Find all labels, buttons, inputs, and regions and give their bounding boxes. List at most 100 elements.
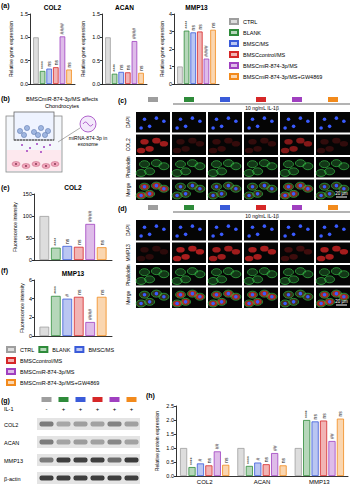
svg-text:####: #### <box>87 211 93 222</box>
svg-text:ns: ns <box>64 238 70 244</box>
svg-text:****: **** <box>304 410 310 418</box>
svg-text:##: ## <box>329 433 335 439</box>
svg-text:Relative protein expression: Relative protein expression <box>154 411 160 472</box>
svg-text:+: + <box>62 406 66 412</box>
svg-text:COL2: COL2 <box>4 422 18 428</box>
svg-text:BMSCmiR-874-3p/MS affects: BMSCmiR-874-3p/MS affects <box>26 96 98 102</box>
svg-text:DAPI: DAPI <box>125 116 131 128</box>
svg-text:+: + <box>113 406 117 412</box>
svg-text:0.0: 0.0 <box>20 81 28 87</box>
svg-text:MMP13: MMP13 <box>185 4 208 11</box>
svg-text:2.0: 2.0 <box>166 417 174 423</box>
svg-text:ns: ns <box>223 457 229 463</box>
svg-text:ns: ns <box>337 411 343 417</box>
svg-text:COL2: COL2 <box>44 4 62 11</box>
svg-text:Relative gene expression: Relative gene expression <box>80 21 86 77</box>
svg-text:+: + <box>96 406 100 412</box>
svg-text:10 ng/mL IL-1β: 10 ng/mL IL-1β <box>245 213 279 219</box>
svg-text:BLANK: BLANK <box>243 30 261 36</box>
svg-text:ns: ns <box>263 456 269 462</box>
svg-text:ns: ns <box>138 65 144 71</box>
svg-text:ACAN: ACAN <box>115 4 134 11</box>
svg-text:(f): (f) <box>1 267 8 275</box>
svg-text:Fluorescence intensity: Fluorescence intensity <box>12 202 18 252</box>
svg-text:(g): (g) <box>1 397 10 405</box>
svg-text:ns: ns <box>321 413 327 419</box>
svg-text:Fluorescence intensity: Fluorescence intensity <box>19 283 25 333</box>
svg-text:ns: ns <box>206 458 212 464</box>
svg-text:BMSCcontrol/MS: BMSCcontrol/MS <box>243 52 286 58</box>
svg-text:10 ng/mL IL-1β: 10 ng/mL IL-1β <box>245 105 279 111</box>
svg-text:BMSCcontrol/MS: BMSCcontrol/MS <box>20 358 63 364</box>
svg-text:ns: ns <box>76 239 82 245</box>
svg-text:##: ## <box>272 445 278 451</box>
svg-text:****: **** <box>53 286 59 294</box>
svg-text:ns: ns <box>197 24 203 30</box>
svg-text:(e): (e) <box>1 184 10 192</box>
svg-text:####: #### <box>87 309 93 320</box>
svg-text:Merge: Merge <box>125 290 131 304</box>
svg-text:β-actin: β-actin <box>4 476 21 482</box>
svg-text:2: 2 <box>169 46 172 52</box>
svg-text:1.0: 1.0 <box>92 34 100 40</box>
svg-text:ns: ns <box>66 62 72 68</box>
svg-text:+: + <box>79 406 83 412</box>
svg-text:COL2: COL2 <box>64 184 82 191</box>
svg-text:#: # <box>197 458 203 461</box>
svg-text:1.5: 1.5 <box>20 11 28 17</box>
svg-text:0: 0 <box>29 333 32 339</box>
svg-text:1: 1 <box>169 64 172 70</box>
svg-text:#: # <box>255 458 261 461</box>
svg-text:0.5: 0.5 <box>20 58 28 64</box>
svg-text:(c): (c) <box>118 97 127 105</box>
svg-text:50: 50 <box>26 235 32 241</box>
svg-text:ns: ns <box>280 458 286 464</box>
svg-text:2.5: 2.5 <box>166 403 174 409</box>
svg-text:Merge: Merge <box>125 182 131 196</box>
svg-text:MMP13: MMP13 <box>62 270 85 277</box>
svg-text:Relative gene expression: Relative gene expression <box>8 21 14 77</box>
svg-text:****: **** <box>112 64 118 72</box>
svg-text:1.0: 1.0 <box>20 34 28 40</box>
svg-text:(h): (h) <box>146 392 155 400</box>
svg-text:BMSCmiR-874-3p/MS: BMSCmiR-874-3p/MS <box>20 369 75 375</box>
svg-text:BLANK: BLANK <box>52 347 70 353</box>
svg-text:+: + <box>130 406 134 412</box>
svg-text:ACAN: ACAN <box>4 440 19 446</box>
svg-text:MMP13: MMP13 <box>125 244 131 261</box>
svg-text:20 μm: 20 μm <box>335 299 348 304</box>
svg-text:#: # <box>64 294 70 297</box>
svg-text:0.5: 0.5 <box>166 459 174 465</box>
svg-text:ns: ns <box>76 289 82 295</box>
svg-text:ns: ns <box>210 22 216 28</box>
svg-text:##: ## <box>214 444 220 450</box>
svg-text:MMP13: MMP13 <box>4 458 23 464</box>
svg-text:Phalloidin: Phalloidin <box>125 156 131 178</box>
svg-text:####: #### <box>203 45 209 56</box>
svg-text:BMSC/MS: BMSC/MS <box>88 347 114 353</box>
svg-text:ns: ns <box>46 61 52 67</box>
svg-text:ns: ns <box>312 414 318 420</box>
svg-text:ns: ns <box>99 289 105 295</box>
svg-text:1.0: 1.0 <box>166 445 174 451</box>
svg-text:-: - <box>46 406 48 412</box>
svg-text:20 μm: 20 μm <box>335 191 348 196</box>
svg-text:ns: ns <box>190 25 196 31</box>
svg-text:****: **** <box>40 61 46 69</box>
svg-text:IL-1: IL-1 <box>4 406 13 412</box>
svg-text:6: 6 <box>29 277 32 283</box>
svg-text:MMP13: MMP13 <box>309 479 330 485</box>
svg-text:ns: ns <box>99 239 105 245</box>
svg-text:(a): (a) <box>1 2 10 10</box>
svg-text:COL2: COL2 <box>125 138 131 151</box>
svg-text:4: 4 <box>29 296 32 302</box>
svg-text:0.5: 0.5 <box>92 58 100 64</box>
svg-text:COL2: COL2 <box>197 479 213 485</box>
svg-text:****: **** <box>246 456 252 464</box>
svg-text:DAPI: DAPI <box>125 224 131 236</box>
svg-text:ns: ns <box>125 65 131 71</box>
svg-text:exosome: exosome <box>78 141 99 147</box>
svg-text:BMSC/MS: BMSC/MS <box>243 41 269 47</box>
svg-text:150: 150 <box>23 191 32 197</box>
svg-text:(b): (b) <box>1 95 10 103</box>
